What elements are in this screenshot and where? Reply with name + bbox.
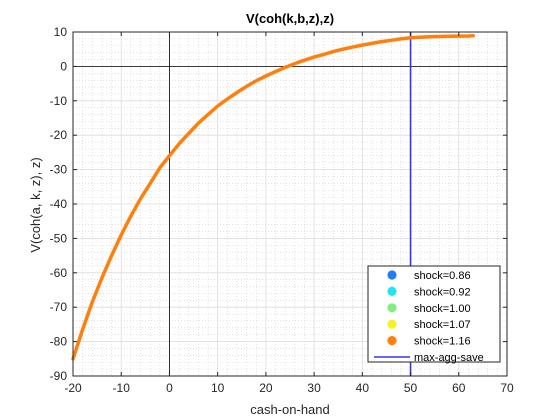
tick-labels: -20 -10 0 10 20 30 40 50 60 70 10 0 -10 -20 -30 -40 -50 -… [50, 25, 514, 395]
y-tick-label: -90 [50, 369, 68, 383]
y-tick-label: 0 [60, 59, 67, 73]
chart-title: V(coh(k,b,z),z) [246, 11, 334, 26]
x-tick-label: 70 [500, 381, 514, 395]
y-tick-label: -60 [50, 266, 68, 280]
x-tick-label: 50 [404, 381, 418, 395]
y-tick-label: -10 [50, 94, 68, 108]
y-tick-label: -50 [50, 231, 68, 245]
legend-label-3: shock=1.07 [414, 319, 471, 331]
x-tick-label: 20 [259, 381, 273, 395]
legend-marker-3 [387, 319, 397, 329]
x-tick-label: -20 [64, 381, 82, 395]
x-tick-label: 0 [166, 381, 173, 395]
legend-label-1: shock=0.92 [414, 286, 471, 298]
y-tick-label: -80 [50, 335, 68, 349]
legend-label-4: shock=1.16 [414, 336, 471, 348]
y-axis-label: V(coh(a, k, z), z) [28, 157, 43, 252]
y-tick-label: -40 [50, 197, 68, 211]
x-tick-label: 40 [356, 381, 370, 395]
y-tick-label: -70 [50, 300, 68, 314]
legend-box [367, 265, 501, 363]
y-tick-label: -20 [50, 128, 68, 142]
series-layer [71, 34, 475, 361]
y-tick-label: -30 [50, 163, 68, 177]
y-tick-label: 10 [54, 25, 68, 39]
x-tick-label: -10 [113, 381, 131, 395]
legend-label-2: shock=1.00 [414, 303, 471, 315]
x-axis-label: cash-on-hand [250, 402, 330, 417]
x-tick-label: 60 [452, 381, 466, 395]
x-tick-label: 10 [211, 381, 225, 395]
legend-marker-0 [387, 270, 397, 280]
legend-marker-2 [387, 303, 397, 313]
series-line-4 [71, 34, 475, 361]
axis-ticks [72, 31, 508, 377]
legend-label-0: shock=0.86 [414, 270, 471, 282]
legend-label-max-agg-save: max-agg-save [414, 352, 484, 364]
legend-marker-1 [387, 286, 397, 296]
legend-marker-4 [387, 336, 397, 346]
legend: shock=0.86 shock=0.92 shock=1.00 shock=1.07… [367, 265, 501, 364]
x-tick-label: 30 [307, 381, 321, 395]
